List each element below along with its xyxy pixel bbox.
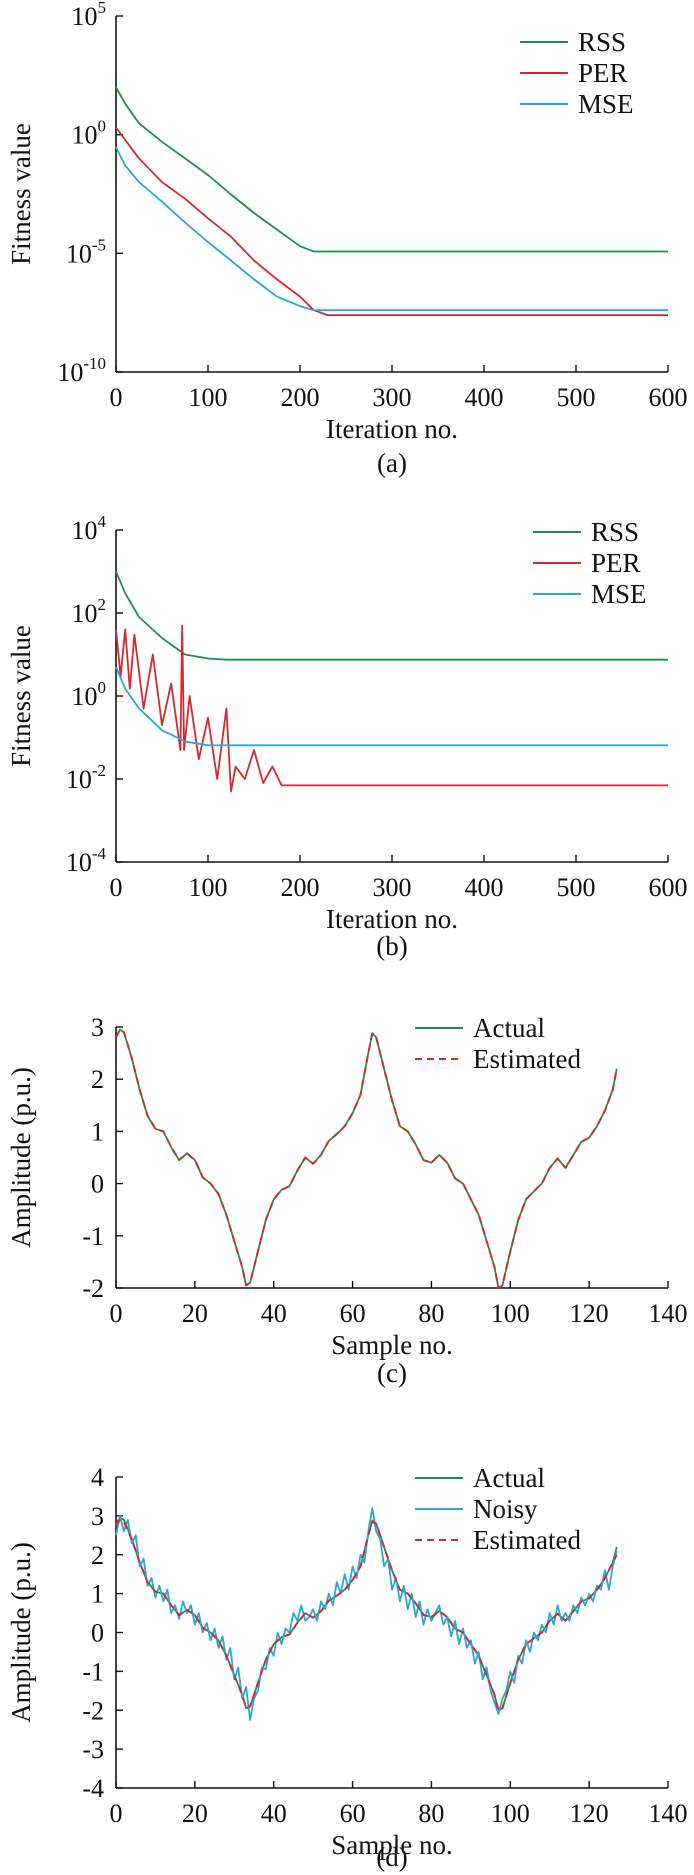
y-tick-label: 102 bbox=[72, 595, 107, 628]
x-tick-label: 80 bbox=[418, 1299, 444, 1328]
legend-label-per: PER bbox=[578, 58, 628, 88]
x-axis-label: Iteration no. bbox=[326, 904, 458, 934]
x-tick-label: 400 bbox=[465, 383, 504, 412]
legend-label-mse: MSE bbox=[578, 89, 634, 119]
y-tick-label: 10-5 bbox=[66, 235, 106, 268]
y-tick-label: 0 bbox=[91, 1619, 104, 1648]
y-tick-label: -2 bbox=[82, 1274, 104, 1303]
x-tick-label: 120 bbox=[570, 1799, 609, 1828]
y-axis-label: Fitness value bbox=[6, 625, 36, 767]
y-tick-label: 1 bbox=[91, 1580, 104, 1609]
chart-panel-2: 0 100 200 300 400 500 600 104 102 100 10-2 10-4 Iter… bbox=[6, 512, 688, 961]
y-tick-label: 2 bbox=[91, 1065, 104, 1094]
y-tick-label: 1 bbox=[91, 1117, 104, 1146]
legend-label-actual: Actual bbox=[473, 1463, 545, 1493]
x-tick-label: 0 bbox=[110, 383, 123, 412]
legend-label-per: PER bbox=[591, 548, 641, 578]
legend-label-estimated: Estimated bbox=[473, 1044, 581, 1074]
y-tick-label: 104 bbox=[72, 512, 107, 545]
series-line-per bbox=[115, 126, 668, 317]
series-line-rss bbox=[115, 86, 668, 253]
series-line-rss bbox=[115, 571, 668, 661]
legend-label-mse: MSE bbox=[591, 579, 647, 609]
y-tick-label: 105 bbox=[72, 0, 107, 31]
legend-label-noisy: Noisy bbox=[473, 1494, 538, 1524]
legend-label-estimated: Estimated bbox=[473, 1525, 581, 1555]
x-tick-label: 60 bbox=[340, 1299, 366, 1328]
panel-caption: (c) bbox=[377, 1358, 407, 1388]
y-tick-label: 0 bbox=[91, 1170, 104, 1199]
y-tick-label: -1 bbox=[82, 1657, 104, 1686]
y-tick-label: -2 bbox=[82, 1696, 104, 1725]
chart-panel-4: 0 20 40 60 80 100 120 140 4 3 2 1 0 -1 -2 -3 -4 Sample no… bbox=[6, 1463, 688, 1872]
y-tick-label: 10-2 bbox=[66, 761, 106, 794]
x-tick-label: 140 bbox=[649, 1799, 688, 1828]
x-tick-label: 100 bbox=[491, 1799, 530, 1828]
y-tick-label: 10-4 bbox=[66, 844, 107, 877]
x-tick-label: 40 bbox=[261, 1799, 287, 1828]
x-tick-label: 600 bbox=[649, 383, 688, 412]
y-tick-label: 100 bbox=[72, 678, 107, 711]
y-tick-label: -3 bbox=[82, 1735, 104, 1764]
series-line-mse bbox=[115, 146, 668, 312]
legend-label-rss: RSS bbox=[578, 27, 626, 57]
y-tick-label: 4 bbox=[91, 1463, 104, 1492]
y-tick-label: -4 bbox=[82, 1774, 104, 1803]
x-tick-label: 20 bbox=[182, 1299, 208, 1328]
legend-label-rss: RSS bbox=[591, 517, 639, 547]
x-tick-label: 120 bbox=[570, 1299, 609, 1328]
series-line-noisy bbox=[115, 1507, 618, 1721]
panel-caption: (b) bbox=[376, 931, 407, 961]
x-axis-label: Sample no. bbox=[331, 1830, 453, 1860]
chart-panel-1: 0 100 200 300 400 500 600 105 100 10-5 10-10 Iterat… bbox=[6, 0, 688, 478]
x-tick-label: 100 bbox=[189, 873, 228, 902]
x-tick-label: 60 bbox=[340, 1799, 366, 1828]
x-tick-label: 80 bbox=[418, 1799, 444, 1828]
x-tick-label: 0 bbox=[110, 873, 123, 902]
series-line-per bbox=[115, 624, 668, 793]
y-tick-label: -1 bbox=[82, 1222, 104, 1251]
x-tick-label: 0 bbox=[110, 1299, 123, 1328]
y-tick-label: 10-10 bbox=[57, 354, 106, 387]
x-tick-label: 40 bbox=[261, 1299, 287, 1328]
series-line-estimated bbox=[115, 1518, 618, 1712]
y-axis-label: Fitness value bbox=[6, 123, 36, 265]
x-tick-label: 20 bbox=[182, 1799, 208, 1828]
x-tick-label: 200 bbox=[281, 383, 320, 412]
y-tick-label: 3 bbox=[91, 1013, 104, 1042]
x-axis-label: Iteration no. bbox=[326, 414, 458, 444]
x-tick-label: 500 bbox=[557, 873, 596, 902]
y-axis-label: Amplitude (p.u.) bbox=[6, 1542, 36, 1723]
x-tick-label: 500 bbox=[557, 383, 596, 412]
x-tick-label: 0 bbox=[110, 1799, 123, 1828]
panel-caption: (d) bbox=[376, 1842, 407, 1872]
series-line-mse bbox=[115, 666, 668, 747]
y-tick-label: 100 bbox=[72, 117, 107, 150]
x-tick-label: 140 bbox=[649, 1299, 688, 1328]
y-tick-label: 2 bbox=[91, 1541, 104, 1570]
x-tick-label: 300 bbox=[373, 383, 412, 412]
x-tick-label: 600 bbox=[649, 873, 688, 902]
chart-panel-3: 0 20 40 60 80 100 120 140 3 2 1 0 -1 -2 Sample no. Ampl… bbox=[6, 1013, 688, 1388]
legend-label-actual: Actual bbox=[473, 1013, 545, 1043]
y-tick-label: 3 bbox=[91, 1502, 104, 1531]
x-tick-label: 400 bbox=[465, 873, 504, 902]
panel-caption: (a) bbox=[377, 448, 407, 478]
x-tick-label: 100 bbox=[189, 383, 228, 412]
x-tick-label: 300 bbox=[373, 873, 412, 902]
series-line-estimated bbox=[115, 1028, 618, 1289]
y-axis-label: Amplitude (p.u.) bbox=[6, 1067, 36, 1248]
x-tick-label: 200 bbox=[281, 873, 320, 902]
x-axis-label: Sample no. bbox=[331, 1330, 453, 1360]
x-tick-label: 100 bbox=[491, 1299, 530, 1328]
